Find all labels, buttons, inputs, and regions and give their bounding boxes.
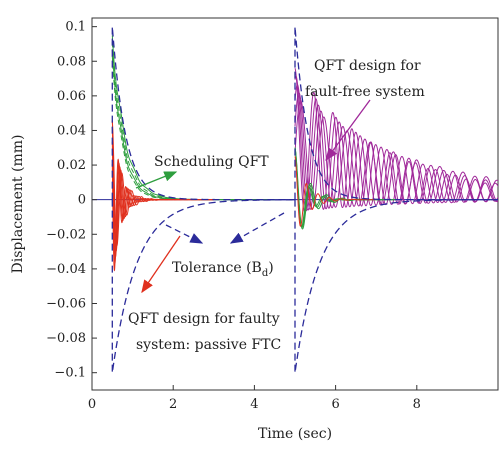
series-faultfree xyxy=(294,84,498,211)
annotation-faulty-line2: system: passive FTC xyxy=(136,337,281,353)
tolerance-lower xyxy=(111,199,295,373)
y-tick-label: −0.1 xyxy=(54,366,86,381)
tolerance-upper xyxy=(294,26,498,201)
arrow-faultfree xyxy=(325,99,371,162)
y-tick-label: 0.1 xyxy=(65,20,86,35)
plot-frame xyxy=(91,17,499,391)
y-tick-label: −0.06 xyxy=(46,296,86,311)
x-tick-label: 2 xyxy=(169,397,177,412)
y-tick-label: −0.04 xyxy=(46,262,86,277)
x-tick-label: 0 xyxy=(88,397,96,412)
annotation-faulty-line1: QFT design for faulty xyxy=(128,311,280,327)
tolerance-upper xyxy=(111,26,295,201)
annotation-scheduling-qft: Scheduling QFT xyxy=(154,154,269,170)
y-tick-label: 0.06 xyxy=(57,89,86,104)
series-faultfree xyxy=(294,75,498,212)
x-tick-label: 6 xyxy=(331,397,339,412)
x-axis-label: Time (sec) xyxy=(258,426,332,442)
arrow-scheduling-qft xyxy=(135,171,178,189)
annotation-tolerance-tail: ) xyxy=(268,260,273,276)
annotation-faultfree-line1: QFT design for xyxy=(314,58,421,74)
arrow-tolerance-left xyxy=(165,224,204,244)
series-faulty-2 xyxy=(294,156,377,227)
y-tick-label: −0.02 xyxy=(46,227,86,242)
x-tick-label: 4 xyxy=(250,397,258,412)
series-faulty xyxy=(111,121,214,247)
y-tick-label: 0.02 xyxy=(57,158,86,173)
annotation-tolerance: Tolerance (Bd) xyxy=(172,260,274,279)
x-tick-label: 8 xyxy=(413,397,421,412)
arrow-faulty xyxy=(141,235,181,294)
y-tick-label: 0.04 xyxy=(57,123,86,138)
ticks-layer: 0 2 4 6 8 0.1 0.08 0.06 0.04 0.02 0 −0.02 −0.04 −0.06… xyxy=(46,20,421,412)
annotation-tolerance-sub: d xyxy=(262,268,269,279)
annotation-tolerance-main: Tolerance (B xyxy=(172,260,262,276)
series-faulty xyxy=(111,120,214,252)
series-scheduling-1 xyxy=(111,49,275,201)
y-tick-label: 0.08 xyxy=(57,54,86,69)
arrow-tolerance-right xyxy=(229,212,285,244)
y-tick-label: 0 xyxy=(78,193,86,208)
annotation-faultfree-line2: fault-free system xyxy=(305,84,425,100)
y-axis-label: Displacement (mm) xyxy=(10,135,26,274)
y-tick-label: −0.08 xyxy=(46,331,86,346)
tolerance-lower xyxy=(294,199,498,373)
series-scheduling-1 xyxy=(111,35,275,201)
